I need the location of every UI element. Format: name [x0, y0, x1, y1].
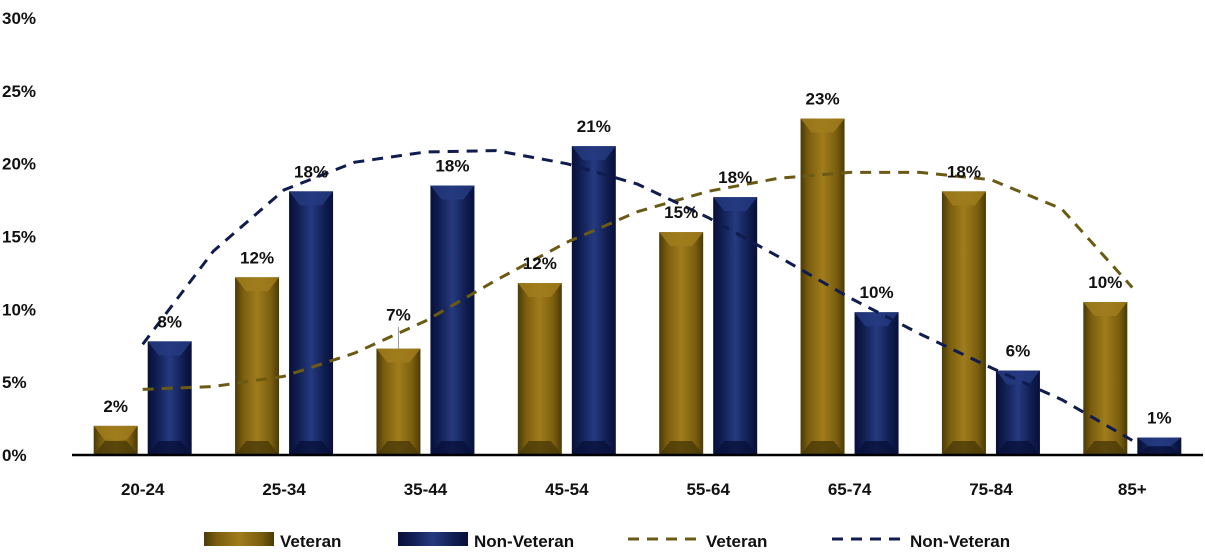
bar-body	[518, 283, 562, 455]
x-tick-label: 75-84	[969, 480, 1013, 499]
legend-item: Non-Veteran	[398, 532, 574, 551]
bar-veteran-35-44	[376, 349, 420, 455]
x-tick-label: 85+	[1118, 480, 1147, 499]
y-tick-label: 10%	[2, 300, 36, 319]
bar-body	[430, 186, 474, 455]
legend-label: Veteran	[280, 532, 341, 551]
bar-veteran-45-54	[518, 283, 562, 455]
y-tick-label: 20%	[2, 155, 36, 174]
bar-body	[713, 197, 757, 455]
y-tick-label: 0%	[2, 446, 27, 465]
bar-veteran-75-84	[942, 191, 986, 455]
bar-veteran-55-64	[659, 232, 703, 455]
data-label: 12%	[240, 248, 274, 267]
bar-non-veteran-55-64	[713, 197, 757, 455]
legend-item: Veteran	[204, 532, 341, 551]
x-tick-label: 35-44	[404, 480, 448, 499]
data-label: 6%	[1006, 342, 1031, 361]
data-label: 8%	[157, 312, 182, 331]
legend: Veteran Non-Veteran Veteran Non-Veteran	[204, 532, 1010, 551]
y-tick-label: 30%	[2, 9, 36, 28]
data-label: 18%	[294, 162, 328, 181]
x-tick-label: 20-24	[121, 480, 165, 499]
bar-body	[148, 341, 192, 455]
data-label: 21%	[577, 117, 611, 136]
bar-body	[376, 349, 420, 455]
y-tick-label: 15%	[2, 228, 36, 247]
y-tick-label: 5%	[2, 373, 27, 392]
y-tick-label: 25%	[2, 82, 36, 101]
bar-non-veteran-85+	[1137, 438, 1181, 455]
legend-label: Veteran	[706, 532, 767, 551]
x-tick-label: 55-64	[686, 480, 730, 499]
legend-swatch-bar	[204, 532, 274, 546]
data-label: 15%	[664, 203, 698, 222]
x-tick-label: 25-34	[262, 480, 306, 499]
bar-body	[235, 277, 279, 455]
data-label: 23%	[806, 90, 840, 109]
bars	[94, 119, 1182, 455]
bar-non-veteran-35-44	[430, 186, 474, 455]
bar-veteran-65-74	[801, 119, 845, 455]
x-tick-label: 45-54	[545, 480, 589, 499]
legend-label: Non-Veteran	[910, 532, 1010, 551]
x-axis: 20-24 25-34 35-44 45-54 55-64 65-74 75-84 85+	[121, 480, 1147, 499]
x-tick-label: 65-74	[828, 480, 872, 499]
data-label: 2%	[103, 397, 128, 416]
bar-body	[572, 146, 616, 455]
bar-non-veteran-65-74	[855, 312, 899, 455]
bar-body	[855, 312, 899, 455]
bar-veteran-20-24	[94, 426, 138, 455]
bar-body	[1083, 302, 1127, 455]
data-label: 10%	[860, 283, 894, 302]
bar-body	[942, 191, 986, 455]
bar-body	[801, 119, 845, 455]
bar-body	[289, 191, 333, 455]
bar-non-veteran-45-54	[572, 146, 616, 455]
data-label: 18%	[435, 157, 469, 176]
data-label: 18%	[947, 162, 981, 181]
legend-label: Non-Veteran	[474, 532, 574, 551]
y-axis: 0% 5% 10% 15% 20% 25% 30%	[2, 9, 36, 465]
bar-veteran-25-34	[235, 277, 279, 455]
data-label: 12%	[523, 254, 557, 273]
bar-body	[659, 232, 703, 455]
data-label: 7%	[386, 306, 411, 325]
legend-item: Veteran	[628, 532, 767, 551]
bar-veteran-85+	[1083, 302, 1127, 455]
data-label: 10%	[1088, 273, 1122, 292]
legend-item: Non-Veteran	[832, 532, 1010, 551]
bar-non-veteran-25-34	[289, 191, 333, 455]
legend-swatch-bar	[398, 532, 468, 546]
data-label: 1%	[1147, 409, 1172, 428]
bar-non-veteran-75-84	[996, 371, 1040, 455]
data-label: 18%	[718, 168, 752, 187]
bar-non-veteran-20-24	[148, 341, 192, 455]
